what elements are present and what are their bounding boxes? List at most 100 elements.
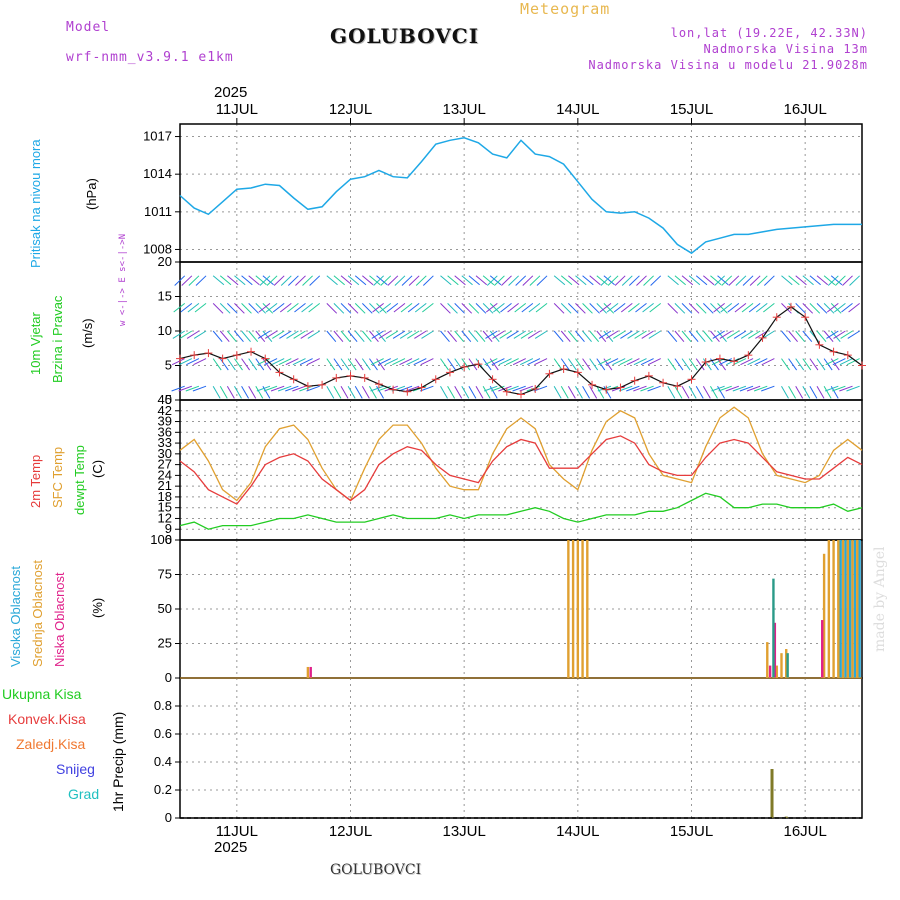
wind-arrow <box>440 303 451 314</box>
wind-arrow <box>553 385 562 399</box>
wind-arrow <box>582 303 593 314</box>
wind-arrow <box>754 358 768 366</box>
cloud-bar <box>571 540 575 678</box>
wind-arrow <box>598 330 612 339</box>
wind-arrow <box>761 358 775 366</box>
wind-arrow <box>212 330 223 343</box>
y-tick-label: 9 <box>165 521 172 536</box>
wind-arrow <box>647 358 661 366</box>
wind-arrow <box>256 385 271 392</box>
wind-arrow <box>266 275 278 286</box>
wind-arrow <box>461 330 472 343</box>
wind-arrow <box>192 385 207 392</box>
wind-arrow <box>830 275 843 286</box>
wind-arrow <box>726 330 740 339</box>
wind-arrow <box>635 303 647 313</box>
wind-arrow <box>647 385 661 392</box>
wind-arrow <box>264 330 278 339</box>
wind-arrow <box>385 330 399 339</box>
wind-arrow <box>688 330 699 343</box>
precip-bar <box>770 769 774 818</box>
wind-arrow <box>171 385 185 392</box>
wind-arrow <box>333 330 344 343</box>
cloud-bar <box>848 540 852 678</box>
wind-arrow <box>575 303 586 314</box>
wind-arrow <box>280 275 292 286</box>
y-tick-label: 5 <box>165 358 172 373</box>
y-tick-label: 75 <box>158 567 172 582</box>
wind-arrow <box>492 330 505 339</box>
cloud-bar <box>839 540 842 678</box>
cloud-bar <box>766 642 769 678</box>
y-tick-label: 45 <box>158 392 172 407</box>
wind-arrow <box>440 358 449 371</box>
wind-arrow <box>823 330 834 343</box>
wind-arrow <box>795 275 807 286</box>
wind-arrow <box>702 330 713 343</box>
date-tick-top: 14JUL <box>556 101 599 118</box>
wind-arrow <box>512 385 526 392</box>
wind-arrow <box>376 303 387 314</box>
wind-arrow <box>407 330 420 339</box>
wind-arrow <box>749 275 761 286</box>
cloud-bar <box>567 540 570 678</box>
wind-arrow <box>520 330 534 339</box>
wind-arrow <box>326 385 335 399</box>
y-tick-label: 12 <box>158 510 172 525</box>
wind-arrow <box>826 330 839 339</box>
wind-arrow <box>371 330 384 339</box>
wind-arrow <box>719 330 733 339</box>
y-tick-label: 1008 <box>143 241 172 256</box>
wind-arrow <box>377 385 391 392</box>
wind-arrow <box>422 275 434 286</box>
wind-arrow <box>369 275 381 286</box>
wind-arrow <box>171 358 185 366</box>
wind-arrow <box>406 358 420 366</box>
wind-arrow <box>468 358 478 371</box>
wind-arrow <box>535 303 548 313</box>
wind-arrow <box>640 385 654 392</box>
wind-arrow <box>258 303 271 313</box>
wind-arrow <box>407 303 420 313</box>
wind-arrow <box>414 330 427 339</box>
cloud-bar <box>827 540 831 678</box>
wind-arrow <box>735 275 747 286</box>
wind-arrow <box>301 303 313 313</box>
wind-arrow <box>262 303 274 314</box>
precip-legend-freezing: Zaledj.Kisa <box>16 736 86 752</box>
wind-arrow <box>827 275 839 286</box>
wind-arrow <box>718 385 732 392</box>
wind-arrow <box>292 358 306 366</box>
wind-arrow <box>634 330 647 339</box>
wind-arrow <box>408 275 420 286</box>
wind-arrow <box>596 303 608 314</box>
y-tick-label: 15 <box>158 289 172 304</box>
wind-arrow <box>241 275 253 286</box>
wind-arrow <box>674 330 685 343</box>
wind-arrow <box>493 303 505 313</box>
wind-arrow <box>712 330 725 339</box>
wind-arrow <box>262 330 273 343</box>
wind-arrow <box>560 303 572 314</box>
wind-arrow <box>802 303 814 314</box>
wind-arrow <box>454 303 465 314</box>
precip-legend-hail: Grad <box>68 786 100 802</box>
y-tick-label: 33 <box>158 435 172 450</box>
wind-arrow <box>277 385 292 392</box>
wind-arrow <box>560 358 570 371</box>
y-tick-label: 0.4 <box>154 754 172 769</box>
wind-arrow <box>847 330 860 339</box>
wind-arrow <box>513 330 527 339</box>
wind-arrow <box>179 358 193 366</box>
wind-arrow <box>302 275 313 286</box>
wind-arrow <box>482 330 493 343</box>
wind-arrow <box>763 275 775 286</box>
y-tick-label: 39 <box>158 414 172 429</box>
wind-arrow <box>711 385 725 392</box>
wind-arrow <box>484 358 498 366</box>
wind-arrow <box>781 275 793 286</box>
wind-arrow <box>219 275 232 286</box>
wind-arrow <box>795 358 805 371</box>
wind-arrow <box>248 330 259 343</box>
wind-arrow <box>400 303 413 313</box>
